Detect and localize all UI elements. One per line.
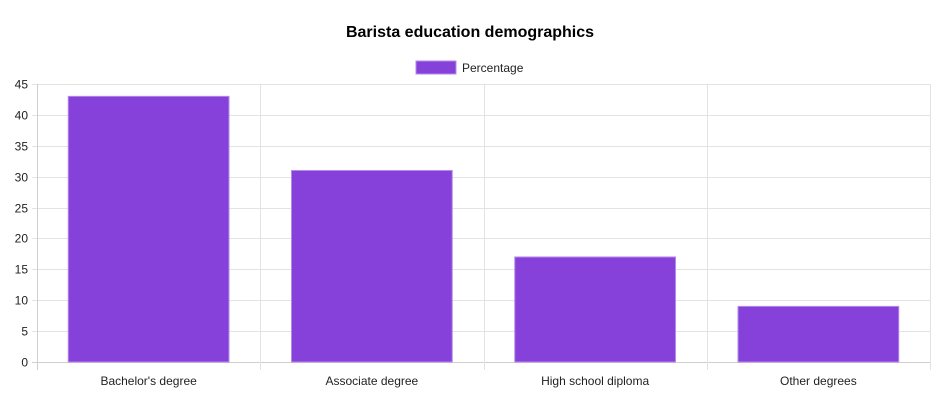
bars bbox=[67, 95, 900, 363]
y-tick-label: 20 bbox=[15, 232, 29, 246]
chart-title: Barista education demographics bbox=[346, 24, 594, 41]
y-tick-label: 30 bbox=[15, 171, 29, 185]
x-axis-ticks: Bachelor's degree Associate degree High sc… bbox=[100, 374, 856, 388]
y-tick-label: 0 bbox=[21, 356, 28, 370]
x-tick-label: Other degrees bbox=[780, 374, 857, 388]
y-tick-label: 40 bbox=[15, 109, 29, 123]
y-axis-ticks: 0 5 10 15 20 25 30 35 40 45 bbox=[15, 78, 29, 370]
x-tick-label: High school diploma bbox=[541, 374, 649, 388]
bar[interactable] bbox=[67, 95, 230, 363]
bar[interactable] bbox=[737, 305, 900, 363]
y-tick-label: 10 bbox=[15, 294, 29, 308]
x-tick-label: Associate degree bbox=[326, 374, 419, 388]
y-tick-label: 45 bbox=[15, 78, 29, 92]
x-tick-label: Bachelor's degree bbox=[100, 374, 197, 388]
legend[interactable]: Percentage bbox=[415, 60, 524, 75]
legend-swatch bbox=[415, 60, 457, 75]
y-tick-label: 15 bbox=[15, 263, 29, 277]
legend-label: Percentage bbox=[462, 61, 524, 75]
bar[interactable] bbox=[291, 169, 453, 363]
y-tick-label: 35 bbox=[15, 140, 29, 154]
y-tick-label: 25 bbox=[15, 202, 29, 216]
y-tick-label: 5 bbox=[21, 325, 28, 339]
bar[interactable] bbox=[514, 256, 676, 363]
